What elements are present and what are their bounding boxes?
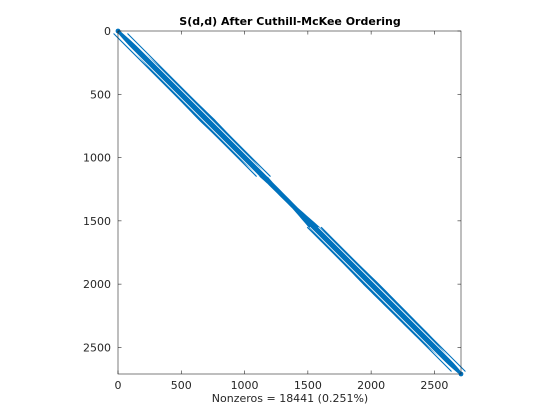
x-axis-label: Nonzeros = 18441 (0.251%) xyxy=(212,392,368,405)
y-tick-label: 1500 xyxy=(83,215,111,228)
y-tick-label: 500 xyxy=(90,88,111,101)
off-diagonal-line xyxy=(320,226,466,372)
plot-area: 0 500 1000 1500 2000 2500 0 500 1000 1500 2000 2500 xyxy=(83,25,466,392)
y-tick-label: 1000 xyxy=(83,152,111,165)
y-tick-label: 0 xyxy=(104,25,111,38)
x-tick-label: 0 xyxy=(115,379,122,392)
x-tick-label: 1500 xyxy=(294,379,322,392)
x-tick-label: 2000 xyxy=(357,379,385,392)
off-diagonal-line xyxy=(113,33,257,177)
band-gap-line xyxy=(309,226,455,372)
off-diagonal-line xyxy=(127,33,271,177)
x-tick-label: 2500 xyxy=(420,379,448,392)
x-tick-label: 1000 xyxy=(231,379,259,392)
y-tick-label: 2000 xyxy=(83,278,111,291)
main-diagonal xyxy=(116,29,463,376)
band-gap-line xyxy=(124,33,269,177)
y-tick-label: 2500 xyxy=(83,341,111,354)
band-layer xyxy=(113,28,466,377)
tick-layer: 0 500 1000 1500 2000 2500 0 500 1000 1500 2000 2500 xyxy=(83,25,461,392)
off-diagonal-line xyxy=(306,226,452,372)
axes-box xyxy=(117,30,462,375)
band-gap-line xyxy=(318,226,464,372)
chart-title: S(d,d) After Cuthill-McKee Ordering xyxy=(179,15,400,28)
x-tick-label: 500 xyxy=(171,379,192,392)
band-gap-line xyxy=(115,33,260,177)
